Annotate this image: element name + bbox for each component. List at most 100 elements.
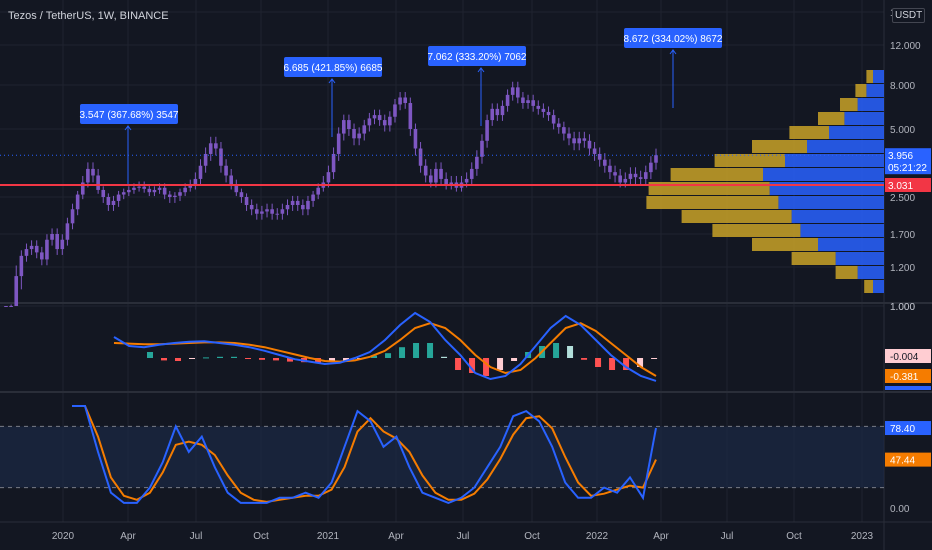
candle[interactable] xyxy=(142,186,146,189)
candle[interactable] xyxy=(101,189,106,197)
candle[interactable] xyxy=(234,185,239,193)
candle[interactable] xyxy=(137,186,141,188)
candle[interactable] xyxy=(418,148,423,166)
candle[interactable] xyxy=(347,120,351,129)
candle[interactable] xyxy=(96,175,100,190)
candle[interactable] xyxy=(265,209,269,212)
candle[interactable] xyxy=(9,306,13,307)
price-tag[interactable] xyxy=(885,178,931,192)
candle[interactable] xyxy=(40,252,44,260)
candle[interactable] xyxy=(521,97,525,104)
candle[interactable] xyxy=(244,197,249,205)
candle[interactable] xyxy=(475,156,479,169)
candle[interactable] xyxy=(495,108,500,116)
candle[interactable] xyxy=(608,165,612,173)
candle[interactable] xyxy=(198,165,203,179)
candle[interactable] xyxy=(275,213,280,215)
currency-badge[interactable]: USDT xyxy=(892,8,926,23)
candle[interactable] xyxy=(546,111,551,116)
candle[interactable] xyxy=(434,168,438,183)
candle[interactable] xyxy=(618,175,622,183)
candle[interactable] xyxy=(556,123,561,128)
candle[interactable] xyxy=(362,125,367,134)
candle[interactable] xyxy=(628,173,633,179)
candle[interactable] xyxy=(516,87,520,98)
candle[interactable] xyxy=(633,173,638,178)
candle[interactable] xyxy=(377,115,382,121)
candle[interactable] xyxy=(464,178,469,183)
candle[interactable] xyxy=(413,129,418,149)
candle[interactable] xyxy=(526,100,530,104)
price-tag[interactable] xyxy=(885,148,931,175)
candle[interactable] xyxy=(254,209,259,214)
macd-pane[interactable] xyxy=(113,311,658,382)
candle[interactable] xyxy=(50,234,54,240)
candle[interactable] xyxy=(393,104,397,117)
candle[interactable] xyxy=(34,245,39,253)
candle[interactable] xyxy=(183,187,187,193)
candle[interactable] xyxy=(572,138,576,144)
candle[interactable] xyxy=(623,178,628,183)
candle[interactable] xyxy=(372,115,377,119)
candle[interactable] xyxy=(643,172,648,179)
candle[interactable] xyxy=(65,223,70,240)
stoch-k-line[interactable] xyxy=(72,405,657,504)
candle[interactable] xyxy=(249,204,254,210)
macd-value-tag[interactable] xyxy=(885,349,931,363)
candle[interactable] xyxy=(178,192,182,196)
candle[interactable] xyxy=(444,178,448,186)
candle[interactable] xyxy=(193,178,198,186)
candle[interactable] xyxy=(367,118,372,126)
candle[interactable] xyxy=(541,108,546,112)
stoch-pane[interactable] xyxy=(0,405,884,504)
stoch-value-tag[interactable] xyxy=(885,452,931,467)
candle[interactable] xyxy=(536,105,541,109)
candle[interactable] xyxy=(70,209,75,224)
candle[interactable] xyxy=(167,194,172,197)
candle[interactable] xyxy=(357,133,361,139)
candle[interactable] xyxy=(597,153,602,160)
candle[interactable] xyxy=(24,249,29,256)
candle[interactable] xyxy=(439,168,443,179)
candle[interactable] xyxy=(75,194,80,210)
candle[interactable] xyxy=(147,188,152,193)
candle[interactable] xyxy=(469,168,474,179)
candle[interactable] xyxy=(429,175,433,183)
candle[interactable] xyxy=(551,115,556,124)
candle[interactable] xyxy=(229,175,233,186)
candle[interactable] xyxy=(577,138,582,144)
candle[interactable] xyxy=(111,200,116,205)
candle[interactable] xyxy=(157,187,162,190)
macd-value-tag[interactable] xyxy=(885,369,931,383)
candle[interactable] xyxy=(500,105,505,116)
macd-line[interactable] xyxy=(113,311,657,382)
candle[interactable] xyxy=(55,234,59,250)
candle[interactable] xyxy=(613,172,617,176)
candle[interactable] xyxy=(80,182,85,195)
candle[interactable] xyxy=(490,108,495,121)
candle[interactable] xyxy=(14,276,19,306)
candle[interactable] xyxy=(331,153,336,173)
candle[interactable] xyxy=(326,172,331,183)
candle[interactable] xyxy=(295,200,300,205)
candle[interactable] xyxy=(341,120,346,134)
candle[interactable] xyxy=(60,239,65,250)
candle[interactable] xyxy=(316,187,321,195)
candle[interactable] xyxy=(173,195,177,197)
candle[interactable] xyxy=(408,103,413,129)
candle[interactable] xyxy=(162,187,167,195)
candle[interactable] xyxy=(285,204,290,210)
candle[interactable] xyxy=(203,153,208,166)
candle[interactable] xyxy=(531,100,535,106)
candle[interactable] xyxy=(423,165,428,176)
candle[interactable] xyxy=(587,140,592,149)
stoch-value-tag[interactable] xyxy=(885,421,931,436)
macd-signal-line[interactable] xyxy=(113,322,657,377)
candle[interactable] xyxy=(91,168,95,176)
candle[interactable] xyxy=(121,192,126,195)
candle[interactable] xyxy=(638,177,643,179)
candle[interactable] xyxy=(654,155,658,163)
candle[interactable] xyxy=(301,204,305,210)
candle[interactable] xyxy=(649,162,653,173)
